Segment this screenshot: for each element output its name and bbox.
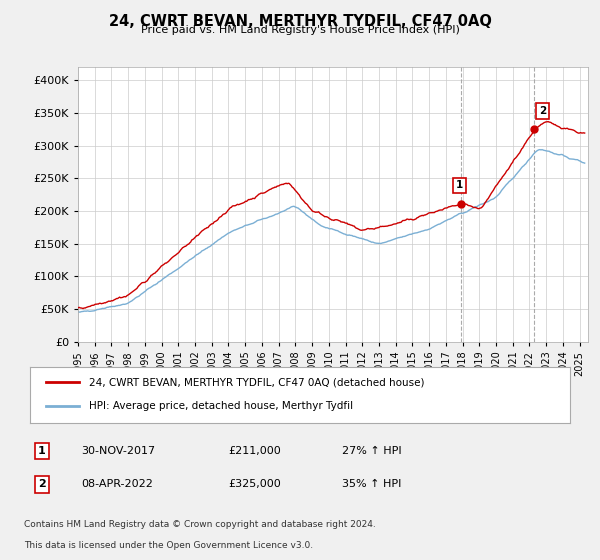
Text: This data is licensed under the Open Government Licence v3.0.: This data is licensed under the Open Gov… [24, 541, 313, 550]
Text: Contains HM Land Registry data © Crown copyright and database right 2024.: Contains HM Land Registry data © Crown c… [24, 520, 376, 529]
Text: 2: 2 [539, 106, 546, 116]
Text: 1: 1 [456, 180, 463, 190]
Text: 35% ↑ HPI: 35% ↑ HPI [342, 479, 401, 489]
Text: 27% ↑ HPI: 27% ↑ HPI [342, 446, 401, 456]
Text: 24, CWRT BEVAN, MERTHYR TYDFIL, CF47 0AQ (detached house): 24, CWRT BEVAN, MERTHYR TYDFIL, CF47 0AQ… [89, 377, 425, 388]
Text: £211,000: £211,000 [228, 446, 281, 456]
Text: 24, CWRT BEVAN, MERTHYR TYDFIL, CF47 0AQ: 24, CWRT BEVAN, MERTHYR TYDFIL, CF47 0AQ [109, 14, 491, 29]
Text: 30-NOV-2017: 30-NOV-2017 [81, 446, 155, 456]
Text: 2: 2 [38, 479, 46, 489]
Text: HPI: Average price, detached house, Merthyr Tydfil: HPI: Average price, detached house, Mert… [89, 401, 353, 411]
Text: £325,000: £325,000 [228, 479, 281, 489]
Text: 08-APR-2022: 08-APR-2022 [81, 479, 153, 489]
Text: 1: 1 [38, 446, 46, 456]
Text: Price paid vs. HM Land Registry's House Price Index (HPI): Price paid vs. HM Land Registry's House … [140, 25, 460, 35]
